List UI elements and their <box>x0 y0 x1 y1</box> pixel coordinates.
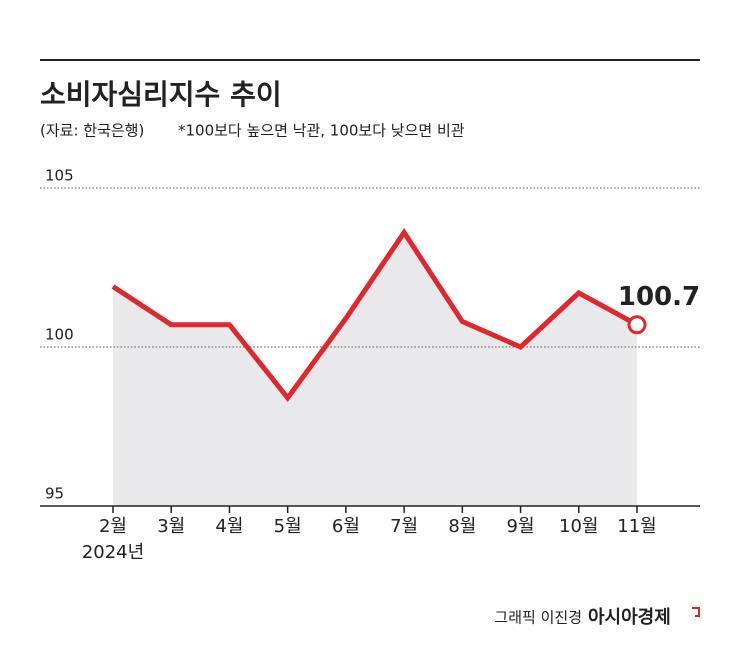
x-tick-label: 6월 <box>332 516 360 537</box>
y-tick-label: 95 <box>45 485 64 503</box>
value-label: 100.7 <box>618 282 700 312</box>
note: *100보다 높으면 낙관, 100보다 낮으면 비관 <box>178 122 465 140</box>
x-sublabel: 2024년 <box>82 542 144 563</box>
line <box>111 228 639 402</box>
chart-title: 소비자심리지수 추이 <box>40 78 282 111</box>
x-tick-label: 4월 <box>215 516 243 537</box>
publisher-mark <box>692 607 700 617</box>
area <box>113 232 637 506</box>
credit: 그래픽 이진경 <box>494 609 582 627</box>
last-point <box>627 315 647 335</box>
y-tick-label: 100 <box>45 326 74 344</box>
x-tick-label: 2월 <box>99 516 127 537</box>
x-tick-label: 9월 <box>507 516 535 537</box>
x-tick-label: 11월 <box>617 516 656 537</box>
source: (자료: 한국은행) <box>40 122 144 140</box>
x-tick-label: 10월 <box>559 516 598 537</box>
x-tick-label: 8월 <box>448 516 476 537</box>
x-tick-label: 7월 <box>390 516 418 537</box>
y-tick-label: 105 <box>45 167 74 185</box>
publisher: 아시아경제 <box>588 607 671 628</box>
x-tick-label: 3월 <box>157 516 185 537</box>
x-tick-label: 5월 <box>274 516 302 537</box>
